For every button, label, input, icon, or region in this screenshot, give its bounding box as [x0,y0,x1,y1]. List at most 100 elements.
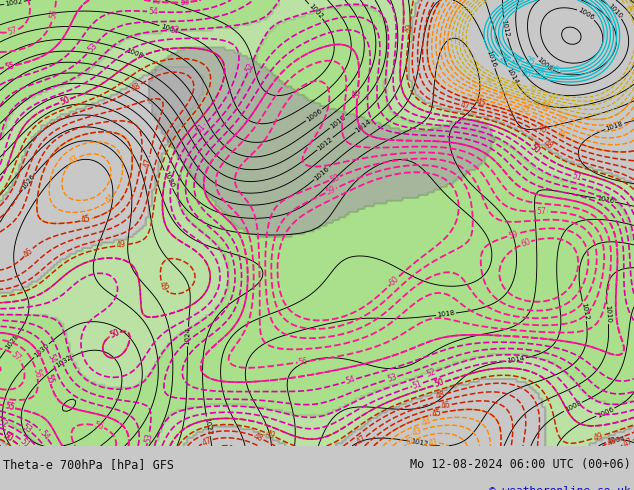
Text: 25: 25 [524,56,536,68]
Text: 30: 30 [520,68,532,80]
Text: 27: 27 [510,55,522,68]
Text: 26: 26 [549,66,560,75]
Text: 1006: 1006 [305,107,323,122]
Text: 1012: 1012 [501,19,510,37]
Text: 43: 43 [68,153,81,166]
Text: 50: 50 [529,143,542,156]
Text: 1026: 1026 [21,173,37,191]
Text: 45: 45 [81,215,92,225]
Text: 1014: 1014 [505,67,519,85]
Text: 55: 55 [4,402,15,413]
Text: 54: 54 [148,7,158,17]
Text: 1002: 1002 [4,0,23,7]
Text: 43: 43 [411,425,424,438]
Text: 49: 49 [157,280,169,293]
Text: 47: 47 [621,437,634,449]
Text: 35: 35 [527,84,537,93]
Text: 50: 50 [58,95,71,107]
Text: 57: 57 [536,207,547,216]
Text: 53: 53 [143,432,154,443]
Text: 55: 55 [151,0,162,6]
Text: © weatheronline.co.uk: © weatheronline.co.uk [489,486,631,490]
Text: 1008: 1008 [536,56,553,73]
Text: 40: 40 [539,101,551,113]
Text: Mo 12-08-2024 06:00 UTC (00+06): Mo 12-08-2024 06:00 UTC (00+06) [410,458,631,471]
Text: 58: 58 [328,172,340,184]
Text: 1006: 1006 [596,406,615,418]
Text: 48: 48 [130,80,143,93]
Text: 45: 45 [430,408,443,419]
Text: 59: 59 [325,185,337,197]
Text: 1008: 1008 [564,400,583,414]
Text: 48: 48 [541,138,555,151]
Text: 44: 44 [421,416,433,428]
Text: 35: 35 [623,3,632,14]
Text: 43: 43 [519,103,531,115]
Text: 1016: 1016 [486,49,497,69]
Text: 1004: 1004 [606,436,624,444]
Text: 1014: 1014 [507,355,526,364]
Text: 55: 55 [4,402,15,413]
Text: 55: 55 [43,372,55,385]
Text: 54: 54 [45,353,57,365]
Text: 45: 45 [430,408,443,419]
Text: 49: 49 [115,240,127,250]
Text: 56: 56 [298,357,309,367]
Text: 50: 50 [58,95,71,107]
Text: 53: 53 [386,372,398,384]
Text: 46: 46 [535,123,548,135]
Text: 1032: 1032 [55,354,73,369]
Text: 50: 50 [434,378,446,390]
Text: 1030: 1030 [33,342,50,359]
Text: 1012: 1012 [316,136,334,151]
Text: 52: 52 [425,367,437,379]
Text: 28: 28 [534,68,545,78]
Text: 48: 48 [605,436,618,448]
Text: 44: 44 [103,193,117,206]
Text: 1002: 1002 [307,2,324,20]
Text: 1006: 1006 [577,7,595,21]
Text: 59: 59 [507,229,519,241]
Text: 52: 52 [0,417,10,429]
Text: 47: 47 [355,434,368,447]
Text: 52: 52 [170,25,180,35]
Text: 48: 48 [434,390,446,401]
Text: 1018: 1018 [605,121,624,132]
Text: 56: 56 [49,7,60,19]
Text: 1028: 1028 [4,333,20,351]
Text: 1010: 1010 [329,114,347,130]
Text: 42: 42 [404,436,417,448]
Text: 45: 45 [554,128,567,141]
Text: 57: 57 [7,26,18,37]
Text: 53: 53 [20,422,34,436]
Text: 1018: 1018 [437,310,455,318]
Text: 60: 60 [519,237,532,249]
Text: 40: 40 [531,99,541,108]
Text: 55: 55 [353,87,363,98]
Text: 48: 48 [252,432,264,443]
Text: 1016: 1016 [596,196,615,205]
Text: 49: 49 [404,23,415,33]
Text: 46: 46 [440,400,452,411]
Text: 49: 49 [264,429,276,441]
Text: 50: 50 [434,378,446,390]
Text: 41: 41 [498,90,509,102]
Text: 45: 45 [475,97,487,108]
Text: 1024: 1024 [184,327,191,345]
Text: 1012: 1012 [580,302,589,320]
Text: 1022: 1022 [204,417,213,436]
Text: 45: 45 [81,215,92,225]
Text: 51: 51 [18,437,32,450]
Text: 55: 55 [353,87,363,98]
Text: 53: 53 [86,41,99,54]
Text: 50: 50 [529,143,542,156]
Text: 36: 36 [626,3,634,14]
Text: 1014: 1014 [354,119,372,134]
Text: 50: 50 [1,431,15,444]
Text: 51: 51 [194,122,207,136]
Text: 56: 56 [31,367,42,379]
Text: 47: 47 [460,100,471,112]
Text: 1010: 1010 [604,305,611,323]
Text: 44: 44 [472,92,484,103]
Text: 1020: 1020 [162,170,175,189]
